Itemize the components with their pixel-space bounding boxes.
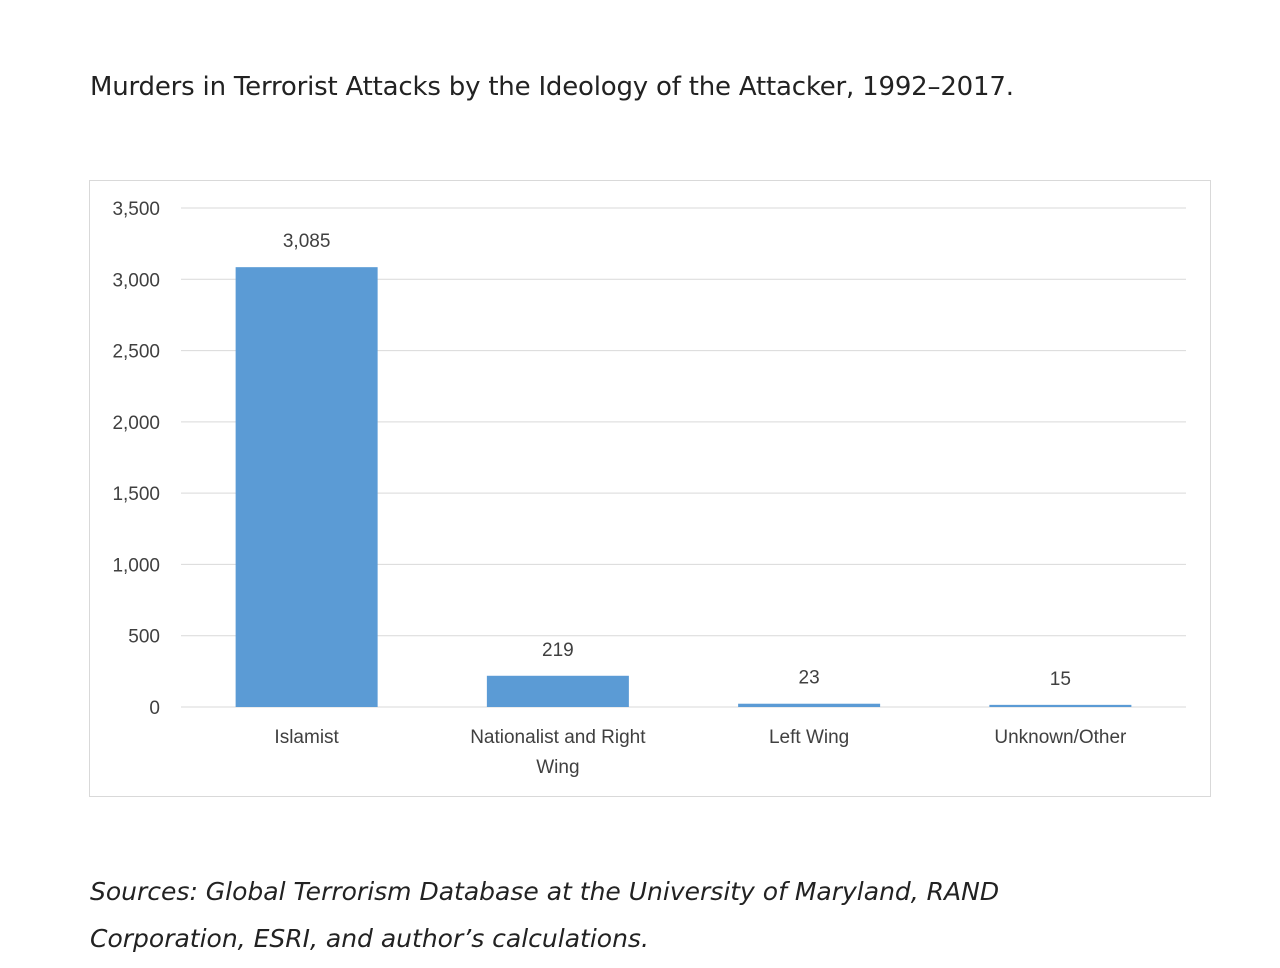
bar bbox=[738, 703, 881, 707]
y-tick-label: 0 bbox=[149, 698, 160, 719]
bar-chart: 0 500 1,000 1,500 2,000 2,500 3,000 3,500 3,085 I… bbox=[112, 199, 1186, 778]
y-tick-label: 3,000 bbox=[112, 270, 160, 291]
sources-caption: Sources: Global Terrorism Database at th… bbox=[90, 877, 1000, 953]
data-label: 15 bbox=[1050, 669, 1071, 690]
bar bbox=[486, 675, 629, 707]
y-tick-label: 2,500 bbox=[112, 342, 160, 363]
x-tick-label: Unknown/Other bbox=[994, 727, 1127, 748]
y-tick-label: 1,000 bbox=[112, 555, 160, 576]
x-tick-label: Wing bbox=[536, 757, 579, 778]
y-tick-label: 3,500 bbox=[112, 199, 160, 220]
x-tick-label: Left Wing bbox=[769, 727, 849, 748]
data-label: 23 bbox=[799, 668, 820, 689]
y-tick-label: 2,000 bbox=[112, 413, 160, 434]
chart-title: Murders in Terrorist Attacks by the Ideo… bbox=[90, 72, 1014, 102]
chart-area: 0 500 1,000 1,500 2,000 2,500 3,000 3,500 3,085 I… bbox=[89, 180, 1211, 797]
bar bbox=[989, 704, 1132, 707]
x-tick-label: Islamist bbox=[274, 727, 339, 748]
y-tick-label: 500 bbox=[128, 627, 160, 648]
data-label: 219 bbox=[542, 640, 574, 661]
y-tick-label: 1,500 bbox=[112, 484, 160, 505]
data-label: 3,085 bbox=[283, 231, 331, 252]
bar bbox=[235, 267, 378, 707]
x-tick-label: Nationalist and Right bbox=[470, 727, 646, 748]
